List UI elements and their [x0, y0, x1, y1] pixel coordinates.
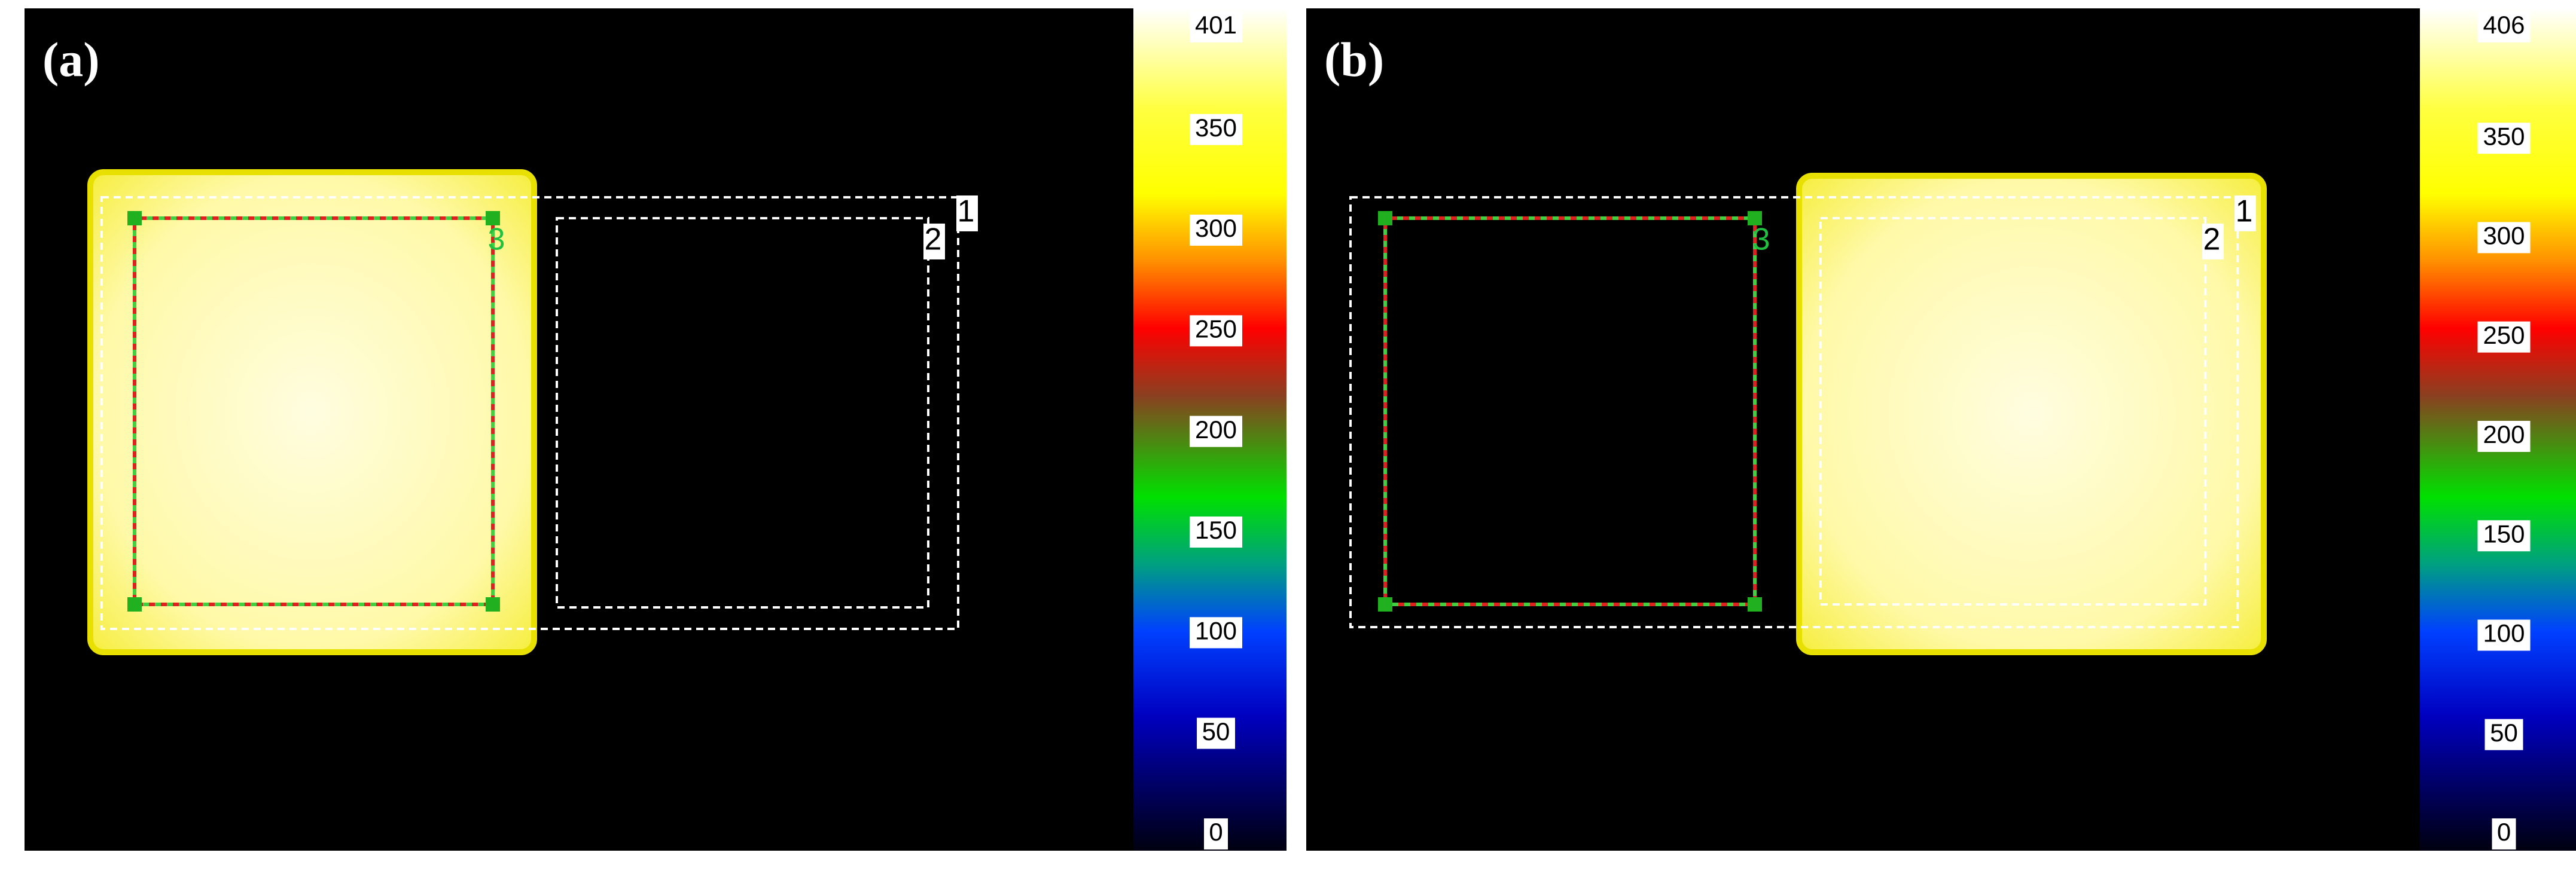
roi-box [1819, 217, 2206, 606]
roi-handle [1748, 211, 1762, 225]
tick-label-bg [1190, 11, 1242, 42]
tick-label-bg [2477, 520, 2531, 552]
colorbar-tick-label: 0 [1209, 818, 1223, 846]
colorbar-tick-label: 50 [2490, 719, 2518, 747]
tick-label-bg [2492, 818, 2516, 849]
tick-label-bg [2484, 719, 2523, 750]
roi-box [133, 216, 495, 606]
tick-label-bg [2477, 123, 2531, 154]
hot-sample [87, 169, 537, 655]
roi-label: 3 [488, 222, 505, 257]
roi-label: 1 [958, 194, 975, 229]
tick-label-bg [1190, 215, 1242, 246]
colorbar-tick-label: 200 [1195, 415, 1237, 444]
panel-label: (b) [1324, 32, 1384, 87]
colorbar-tick-label: 150 [2483, 519, 2525, 548]
tick-label-bg [2477, 11, 2531, 42]
panel: 12 3 (b) 406 350 300 250 200 150 100 50 0 [1306, 8, 2576, 851]
colorbar-tick-label: 250 [1195, 314, 1237, 343]
roi-label: 2 [925, 222, 942, 257]
colorbar-tick-label: 250 [2483, 321, 2525, 349]
tick-label-bg [1190, 114, 1242, 145]
colorbar-tick-label: 350 [2483, 122, 2525, 150]
colorbar-tick-label: 406 [2483, 11, 2525, 39]
roi-handle [486, 597, 500, 612]
roi-handle [1378, 597, 1392, 612]
colorbar-tick-label: 200 [2483, 420, 2525, 448]
roi-label-bg [2202, 224, 2224, 259]
roi-box [556, 217, 929, 609]
tick-label-bg [2477, 321, 2531, 353]
tick-label-bg [1197, 717, 1235, 749]
tick-label-bg [2477, 619, 2531, 651]
roi-box [1383, 216, 1757, 606]
colorbar-tick-label: 300 [1195, 214, 1237, 242]
tick-label-bg [1190, 315, 1242, 347]
roi-handle [127, 597, 142, 612]
roi-handle [127, 211, 142, 225]
tick-label-bg [2477, 420, 2531, 452]
colorbar-tick-label: 401 [1195, 11, 1237, 39]
tick-label-bg [1190, 415, 1242, 447]
colorbar-tick-label: 300 [2483, 222, 2525, 250]
roi-handle [1378, 211, 1392, 225]
tick-label-bg [1190, 517, 1242, 548]
roi-handle [486, 211, 500, 225]
colorbar-tick-label: 100 [2483, 619, 2525, 647]
roi-label-bg [923, 224, 945, 259]
roi-label: 2 [2203, 222, 2221, 257]
colorbar-tick-label: 100 [1195, 616, 1237, 644]
colorbar-tick-label: 50 [1202, 717, 1230, 745]
roi-label: 3 [1753, 222, 1770, 257]
roi-box [100, 196, 959, 630]
roi-label-bg [2234, 195, 2256, 231]
panel: 12 3 (a) 401 350 300 250 200 150 100 50 0 [25, 8, 1287, 851]
roi-label: 1 [2236, 194, 2253, 229]
roi-label-bg [956, 195, 978, 231]
hot-sample [1796, 173, 2267, 655]
roi-handle [1748, 597, 1762, 612]
tick-label-bg [2477, 222, 2531, 253]
tick-label-bg [1190, 617, 1242, 649]
colorbar-tick-label: 150 [1195, 516, 1237, 544]
colorbar-tick-label: 0 [2497, 818, 2511, 846]
panel-label: (a) [42, 32, 100, 87]
colorbar-tick-label: 350 [1195, 114, 1237, 142]
tick-label-bg [1204, 818, 1228, 849]
roi-box [1349, 196, 2239, 628]
